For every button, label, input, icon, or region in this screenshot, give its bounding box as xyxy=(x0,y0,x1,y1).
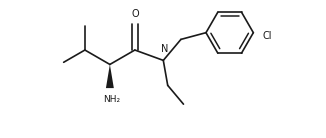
Text: NH₂: NH₂ xyxy=(103,95,120,104)
Polygon shape xyxy=(106,64,114,88)
Text: N: N xyxy=(161,44,169,54)
Text: O: O xyxy=(131,9,139,19)
Text: Cl: Cl xyxy=(262,31,272,41)
